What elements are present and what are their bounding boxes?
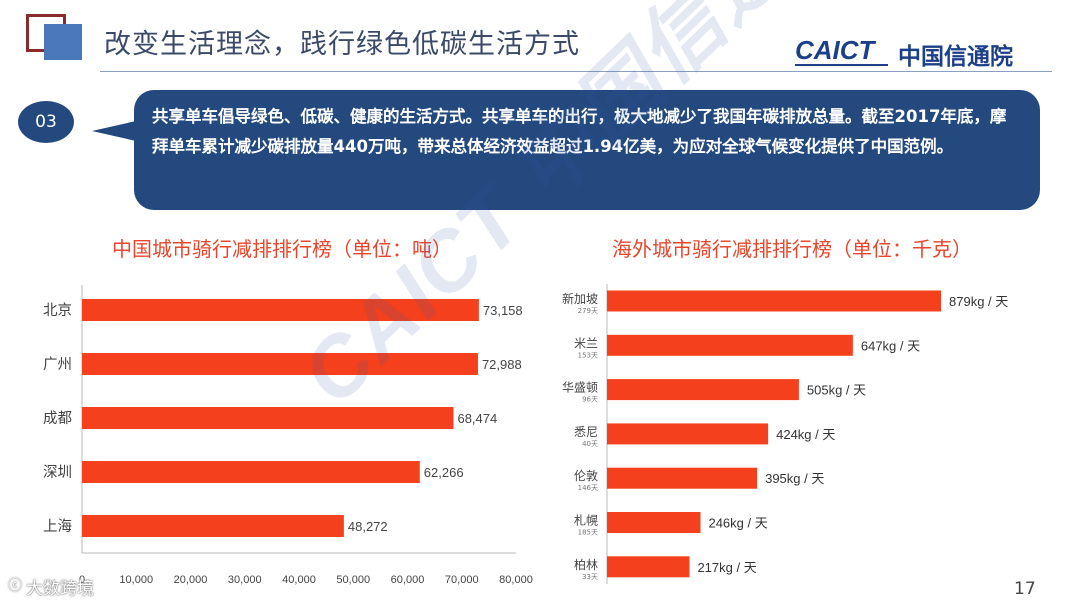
china-category-label: 上海 [43,518,72,535]
china-category-label: 成都 [43,410,72,427]
callout-pointer [92,121,136,141]
china-tick-label: 20,000 [174,574,208,586]
china-chart-title: 中国城市骑行减排排行榜（单位：吨） [112,237,452,261]
china-category-label: 深圳 [43,464,72,481]
china-bar [82,353,478,375]
china-bar [82,461,420,483]
overseas-value-label: 879kg / 天 [949,294,1008,309]
section-number-badge: 03 [18,101,74,143]
overseas-days-label: 146天 [578,484,598,492]
caict-logo-cn: 中国信通院 [898,44,1013,70]
china-bar [82,515,344,537]
china-tick-label: 30,000 [228,574,262,586]
overseas-days-label: 153天 [578,351,598,359]
overseas-value-label: 395kg / 天 [765,471,824,486]
watermark-logo-icon: ⓒ [8,578,22,594]
overseas-category-label: 华盛顿 [562,380,598,395]
overseas-category-label: 新加坡 [562,291,598,306]
overseas-category-label: 伦敦 [574,468,598,483]
china-tick-label: 10,000 [119,574,153,586]
overseas-value-label: 217kg / 天 [697,560,756,575]
overseas-bar [607,556,690,578]
china-bar [82,299,479,321]
overseas-chart-title: 海外城市骑行减排排行榜（单位：千克） [612,237,972,261]
china-tick-label: 80,000 [499,574,533,586]
china-tick-label: 50,000 [336,574,370,586]
header-divider [100,71,1052,72]
overseas-category-label: 柏林 [574,557,598,572]
overseas-days-label: 33天 [582,573,598,581]
china-value-label: 73,158 [483,303,523,318]
china-tick-label: 40,000 [282,574,316,586]
china-tick-label: 0 [79,574,85,586]
overseas-category-label: 札幌 [574,513,598,528]
china-category-label: 广州 [43,356,72,373]
overseas-bar [607,379,799,401]
overseas-bar [607,423,769,445]
overseas-bar [607,467,758,489]
overseas-days-label: 96天 [582,396,598,404]
page-number: 17 [1014,579,1036,599]
overseas-value-label: 647kg / 天 [861,338,920,353]
overseas-category-label: 悉尼 [574,425,598,439]
china-value-label: 72,988 [482,357,522,372]
china-category-label: 北京 [43,302,72,319]
overseas-value-label: 424kg / 天 [776,427,835,442]
overseas-category-label: 米兰 [574,336,598,350]
china-value-label: 48,272 [348,519,388,534]
overseas-days-label: 40天 [582,440,598,448]
china-value-label: 62,266 [424,465,464,480]
overseas-bar [607,512,701,533]
china-tick-label: 70,000 [445,574,479,586]
overseas-bar [607,290,942,312]
caict-logo: CAICT [795,35,875,65]
overseas-value-label: 246kg / 天 [708,516,767,531]
title-decor-square [44,24,82,60]
overseas-bar [607,334,853,356]
china-bar [82,407,454,429]
slide-title: 改变生活理念，践行绿色低碳生活方式 [104,29,580,60]
logo-underline [795,64,888,66]
china-value-label: 68,474 [457,411,497,426]
overseas-value-label: 505kg / 天 [807,383,866,398]
overseas-days-label: 185天 [578,529,598,537]
source-watermark: 大数跨境 [26,579,94,599]
callout-bubble: 共享单车倡导绿色、低碳、健康的生活方式。共享单车的出行，极大地减少了我国年碳排放… [134,90,1040,210]
china-tick-label: 60,000 [391,574,425,586]
overseas-days-label: 279天 [578,307,598,315]
